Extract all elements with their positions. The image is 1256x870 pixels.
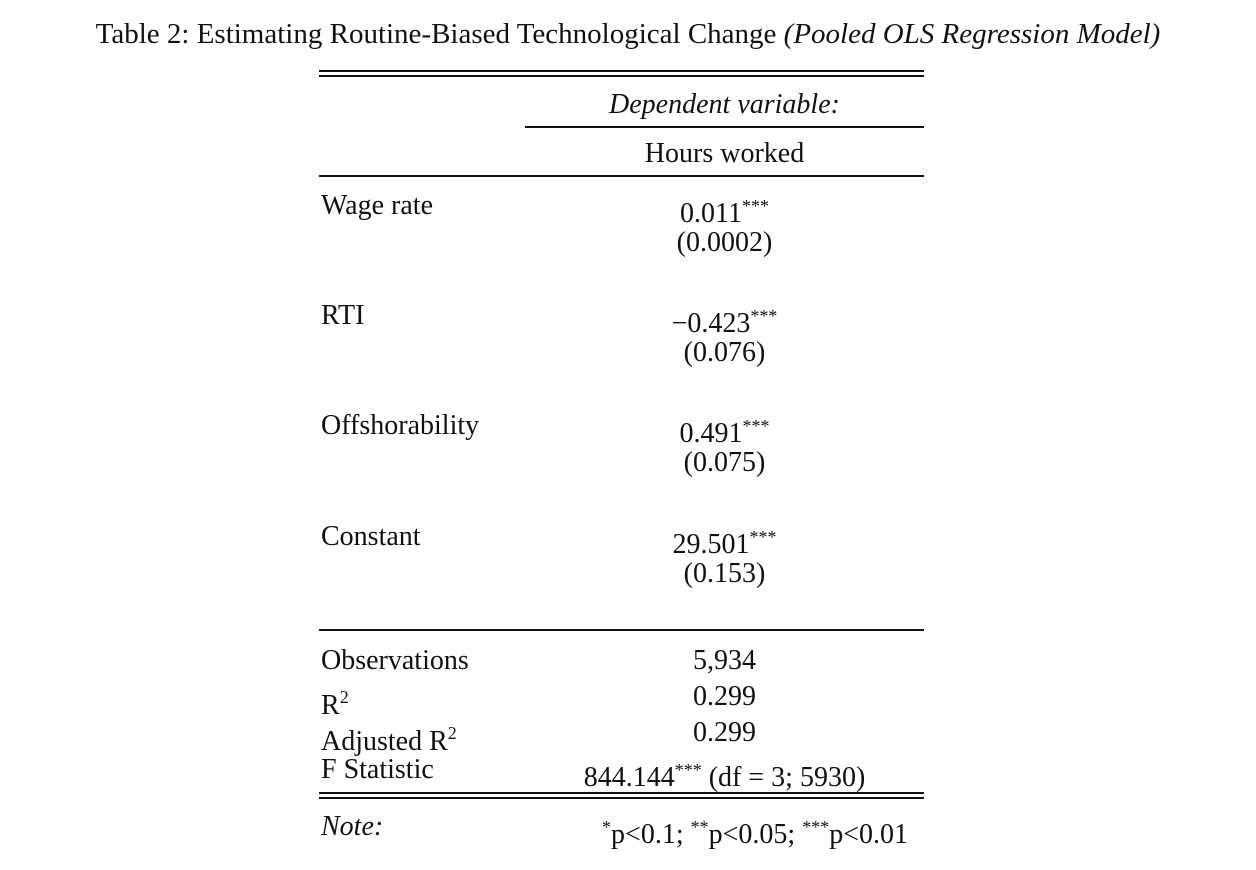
caption-suffix: (Pooled OLS Regression Model) (783, 18, 1161, 50)
r2-label: R2 (321, 687, 349, 721)
caption-prefix: Table 2: Estimating Routine-Biased Techn… (95, 18, 777, 50)
bottom-rule-1 (319, 792, 924, 794)
adjusted-r2-value: 0.299 (693, 717, 756, 748)
se-rti: (0.076) (683, 337, 766, 368)
row-label-constant: Constant (321, 521, 421, 552)
header-short-rule (525, 126, 924, 128)
observations-value: 5,934 (693, 645, 756, 676)
bottom-rule-2 (319, 797, 924, 799)
r2-value: 0.299 (693, 681, 756, 712)
se-wage-rate: (0.0002) (676, 227, 773, 258)
row-label-rti: RTI (321, 300, 365, 331)
f-statistic-label: F Statistic (321, 754, 434, 785)
row-label-wage-rate: Wage rate (321, 190, 433, 221)
top-rule-1 (319, 70, 924, 72)
row-label-offshorability: Offshorability (321, 410, 480, 441)
coef-constant: 29.501*** (672, 527, 777, 560)
top-rule-2 (319, 75, 924, 77)
stats-top-rule (319, 629, 924, 631)
se-offshorability: (0.075) (683, 447, 766, 478)
observations-label: Observations (321, 645, 469, 676)
coef-rti: −0.423*** (671, 306, 778, 339)
dependent-variable-label: Dependent variable: (609, 89, 840, 120)
table-caption: Table 2: Estimating Routine-Biased Techn… (0, 18, 1256, 51)
se-constant: (0.153) (683, 558, 766, 589)
header-bottom-rule (319, 175, 924, 177)
f-statistic-value: 844.144*** (df = 3; 5930) (583, 760, 866, 793)
dependent-variable-name: Hours worked (644, 138, 805, 169)
adjusted-r2-label: Adjusted R2 (321, 723, 457, 757)
significance-note: *p<0.1; **p<0.05; ***p<0.01 (602, 817, 908, 850)
coef-wage-rate: 0.011*** (680, 196, 769, 229)
note-label: Note: (321, 811, 384, 842)
coef-offshorability: 0.491*** (679, 416, 770, 449)
